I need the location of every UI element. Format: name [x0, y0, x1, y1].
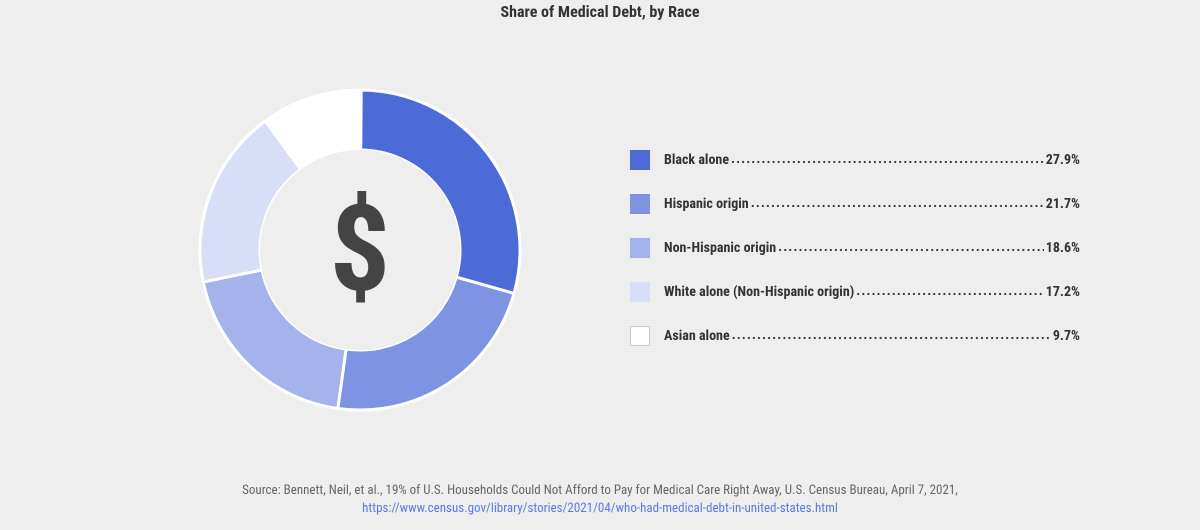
source-link[interactable]: https://www.census.gov/library/stories/2…	[362, 501, 838, 516]
donut-center: $	[260, 150, 460, 350]
legend-swatch	[630, 326, 650, 346]
source-text: Source: Bennett, Neil, et al., 19% of U.…	[242, 483, 958, 498]
legend-swatch	[630, 282, 650, 302]
legend-swatch	[630, 238, 650, 258]
source-footer: Source: Bennett, Neil, et al., 19% of U.…	[0, 482, 1200, 518]
legend-row: White alone (Non-Hispanic origin) 17.2%	[630, 282, 1080, 302]
legend-value: 27.9%	[1046, 152, 1080, 168]
legend-leader-dots	[751, 197, 1044, 211]
legend-leader-dots	[778, 241, 1044, 255]
legend-swatch	[630, 150, 650, 170]
legend-leader-dots	[732, 329, 1051, 343]
donut-chart: $	[170, 60, 550, 440]
legend-value: 9.7%	[1053, 328, 1080, 344]
chart-title: Share of Medical Debt, by Race	[0, 2, 1200, 21]
legend-row: Non-Hispanic origin 18.6%	[630, 238, 1080, 258]
legend-value: 21.7%	[1046, 196, 1080, 212]
legend-label: Hispanic origin	[664, 196, 749, 212]
legend-label: White alone (Non-Hispanic origin)	[664, 284, 854, 300]
legend-row: Black alone 27.9%	[630, 150, 1080, 170]
legend-label: Non-Hispanic origin	[664, 240, 776, 256]
legend-leader-dots	[731, 153, 1044, 167]
legend-swatch	[630, 194, 650, 214]
dollar-icon: $	[330, 180, 391, 320]
legend-row: Hispanic origin 21.7%	[630, 194, 1080, 214]
chart-canvas: Share of Medical Debt, by Race $ Black a…	[0, 0, 1200, 530]
legend-value: 18.6%	[1046, 240, 1080, 256]
legend: Black alone 27.9% Hispanic origin 21.7% Non-…	[630, 150, 1080, 370]
legend-label: Asian alone	[664, 328, 730, 344]
legend-row: Asian alone 9.7%	[630, 326, 1080, 346]
legend-leader-dots	[856, 285, 1044, 299]
legend-value: 17.2%	[1046, 284, 1080, 300]
legend-label: Black alone	[664, 152, 729, 168]
